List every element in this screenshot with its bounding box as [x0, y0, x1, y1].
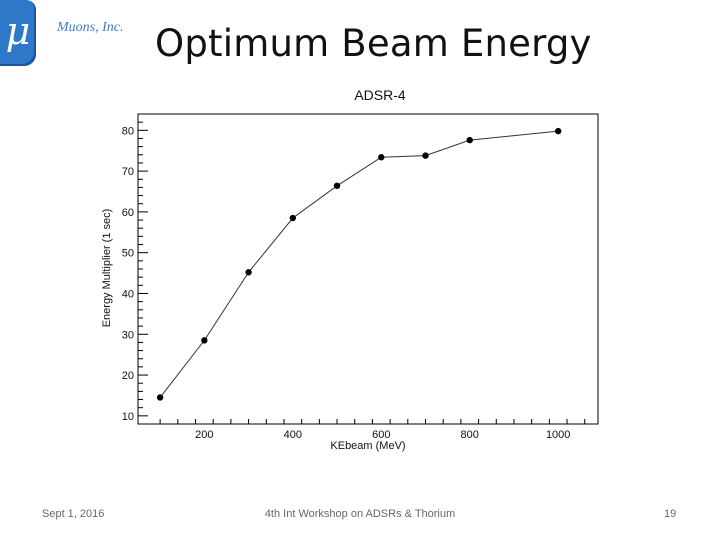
x-tick-label: 200 — [195, 429, 213, 441]
y-tick-label: 50 — [122, 248, 134, 260]
plot-frame — [137, 113, 599, 425]
y-axis-label: Energy Multiplier (1 sec) — [101, 209, 113, 328]
data-point — [378, 154, 385, 161]
y-tick-label: 30 — [122, 329, 134, 341]
footer-event: 4th Int Workshop on ADSRs & Thorium — [264, 508, 456, 520]
data-point — [554, 127, 562, 135]
slide-title: Optimum Beam Energy — [155, 22, 592, 65]
logo-badge: μ — [0, 0, 36, 66]
y-tick-label: 20 — [122, 370, 134, 382]
data-point — [245, 269, 252, 276]
y-tick-label: 10 — [122, 411, 134, 423]
y-tick-label: 80 — [122, 125, 134, 137]
x-tick-label: 1000 — [546, 429, 570, 441]
series-line — [159, 130, 559, 398]
y-tick-label: 60 — [122, 207, 134, 219]
x-tick-label: 400 — [284, 429, 302, 441]
data-point — [333, 182, 341, 189]
x-tick-label: 800 — [461, 429, 479, 441]
x-tick-label: 600 — [372, 429, 390, 441]
footer-page-number: 19 — [664, 508, 677, 520]
y-tick-label: 70 — [122, 166, 134, 178]
data-point — [156, 394, 164, 401]
footer-date: Sept 1, 2016 — [42, 508, 105, 520]
data-point — [289, 214, 297, 222]
data-point — [422, 152, 429, 159]
mu-logo-icon: μ — [5, 9, 31, 53]
company-name: Muons, Inc. — [57, 20, 124, 35]
data-point — [466, 136, 473, 144]
y-tick-label: 40 — [122, 288, 134, 300]
chart-title: ADSR-4 — [354, 87, 406, 103]
data-point — [201, 337, 208, 344]
x-axis-label: KEbeam (MeV) — [330, 440, 405, 452]
